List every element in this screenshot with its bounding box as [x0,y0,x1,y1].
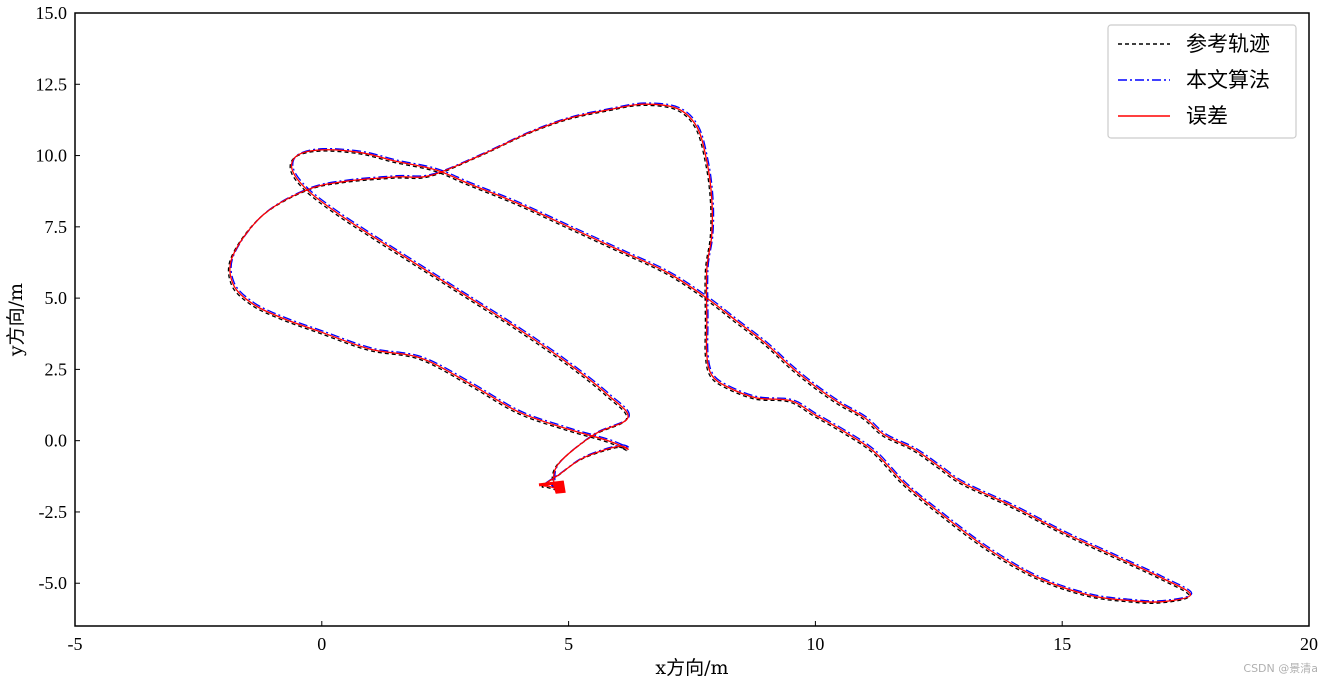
legend-box [1107,24,1297,139]
plot-frame [74,12,1310,627]
x-tick-label: 5 [564,634,573,654]
legend-label-0: 参考轨迹 [1186,32,1270,56]
x-tick-label: 0 [317,634,326,654]
y-tick-label: 2.5 [45,359,68,379]
series-0-group [227,104,1190,604]
series-line-1 [230,102,1193,602]
series-2-group [229,103,1192,603]
y-tick-label: 7.5 [45,217,68,237]
y-tick-label: 15.0 [36,3,68,23]
axis-ticks: -5 0 5 10 15 20 -5.0 -2.5 0.0 2.5 5.0 7.5 10.0 12.5 15… [36,3,1319,654]
y-tick-label: 10.0 [36,146,68,166]
x-tick-label: 15 [1053,634,1071,654]
series-line-2 [229,103,1192,603]
legend-label-1: 本文算法 [1186,68,1270,92]
error-marker-tick [538,480,564,487]
series-1-group [230,102,1193,602]
y-axis-label: y方向/m [5,283,27,357]
x-tick-label: -5 [68,634,83,654]
y-tick-label: 12.5 [36,74,68,94]
y-tick-label: -2.5 [39,502,68,522]
x-tick-label: 20 [1300,634,1318,654]
legend-label-2: 误差 [1186,104,1228,128]
x-tick-label: 10 [806,634,824,654]
x-axis-label: x方向/m [655,657,728,679]
watermark: CSDN @景清a [1243,662,1318,675]
y-tick-label: 0.0 [45,431,68,451]
plot-area [227,102,1193,604]
y-tick-label: -5.0 [39,573,68,593]
series-line-0 [227,104,1190,604]
y-tick-label: 5.0 [45,288,68,308]
